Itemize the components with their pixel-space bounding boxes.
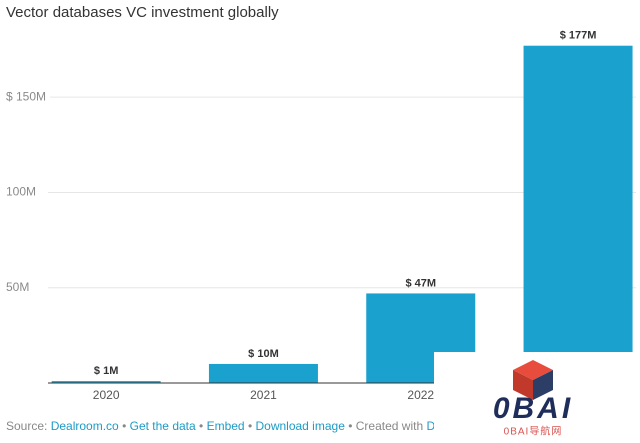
source-label: Source: [6, 419, 47, 433]
y-tick-label: 100M [6, 185, 36, 199]
x-tick-label: 2021 [250, 388, 277, 402]
separator: • [199, 419, 203, 433]
chart-title: Vector databases VC investment globally [6, 4, 279, 21]
watermark-icon [513, 360, 553, 400]
created-with: Created with [356, 419, 423, 433]
footer-link[interactable]: Download image [255, 419, 345, 433]
y-tick-label: $ 150M [6, 89, 46, 103]
separator: • [248, 419, 252, 433]
value-label: $ 10M [248, 348, 279, 360]
watermark-logo: 0BAI [493, 392, 573, 425]
footer-link[interactable]: Get the data [130, 419, 196, 433]
source-link: Dealroom.co [51, 419, 119, 433]
footer-link[interactable]: Embed [207, 419, 245, 433]
watermark-tagline: 0BAI导航网 [504, 425, 563, 438]
y-tick-label: 50M [6, 280, 29, 294]
cube-left [513, 370, 533, 400]
value-label: $ 47M [405, 277, 436, 289]
bar [523, 45, 633, 383]
value-label: $ 177M [560, 30, 597, 42]
value-label: $ 1M [94, 365, 118, 377]
cube-right [533, 370, 553, 400]
footer: Source: Dealroom.co • Get the data • Emb… [6, 419, 495, 433]
separator: • [122, 419, 126, 433]
x-tick-label: 2020 [93, 388, 120, 402]
separator: • [348, 419, 352, 433]
bar [208, 363, 318, 383]
bar [51, 381, 161, 383]
x-tick-label: 2022 [407, 388, 434, 402]
